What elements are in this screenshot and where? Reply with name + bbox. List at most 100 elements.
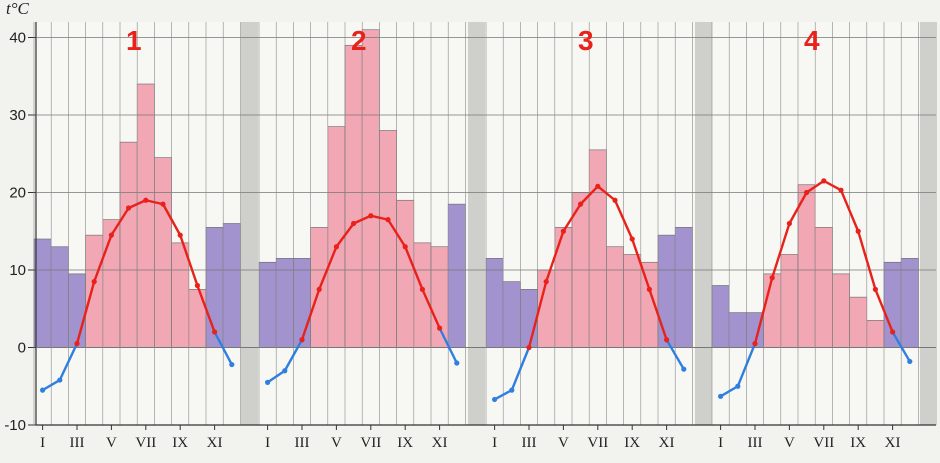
panel-1-temperature-segment bbox=[144, 199, 165, 206]
panel-3-temperature-segment bbox=[613, 199, 634, 241]
panel-4-month-label: XI bbox=[885, 435, 901, 451]
panel-2-bar-month-8 bbox=[379, 130, 397, 348]
panel-1-temperature-point bbox=[160, 201, 166, 207]
panel-2-temperature-point bbox=[265, 379, 271, 385]
panel-separator-3 bbox=[695, 22, 712, 425]
panel-2-month-label: XI bbox=[432, 435, 448, 451]
panel-2-temperature-point bbox=[282, 368, 288, 374]
panel-4-bar-month-6 bbox=[797, 184, 816, 348]
panel-3-bar-month-3 bbox=[520, 289, 538, 348]
panel-3-temperature-segment bbox=[510, 346, 531, 392]
panel-2-temperature-segment bbox=[266, 369, 286, 384]
panel-3-temperature-point bbox=[560, 228, 567, 234]
panel-2-temperature-segment bbox=[369, 214, 390, 221]
panel-2-bar-month-9 bbox=[396, 199, 415, 348]
panel-4-bar-month-2 bbox=[728, 312, 747, 348]
panel-2-bar-month-1 bbox=[258, 261, 277, 348]
panel-1-temperature-segment bbox=[92, 233, 113, 283]
panel-2-temperature-point bbox=[351, 220, 357, 227]
panel-3-temperature-point bbox=[509, 387, 515, 393]
panel-1-bar-month-6 bbox=[119, 141, 138, 348]
panel-4-temperature-segment bbox=[771, 222, 791, 279]
panel-1-bar-month-8 bbox=[154, 157, 172, 348]
panel-3-temperature-segment bbox=[631, 237, 651, 291]
y-tick-label: 40 bbox=[9, 30, 26, 47]
panel-4-temperature-segment bbox=[805, 179, 825, 194]
panel-1-temperature-segment bbox=[110, 206, 130, 237]
panel-1-temperature-segment bbox=[58, 342, 79, 382]
y-tick-label: 10 bbox=[9, 262, 26, 279]
panel-2-temperature-segment bbox=[300, 288, 321, 341]
panel-1-temperature-point bbox=[194, 282, 200, 289]
panel-2-temperature-point bbox=[385, 217, 391, 223]
panel-1-temperature-segment bbox=[161, 202, 182, 237]
panel-4-temperature-segment bbox=[822, 179, 843, 192]
panel-1-month-label: III bbox=[70, 435, 85, 451]
panel-1-temperature-point bbox=[212, 329, 218, 335]
panel-2-temperature-segment bbox=[404, 245, 424, 291]
panel-2-bar-month-11 bbox=[430, 246, 449, 348]
panel-1-temperature-segment bbox=[127, 199, 148, 210]
panel-4-temperature-point bbox=[821, 178, 827, 184]
panel-4-temperature-segment bbox=[719, 385, 739, 398]
panel-3-temperature-point bbox=[492, 396, 498, 403]
panel-1-bar-month-12 bbox=[222, 223, 241, 348]
panel-1-temperature-point bbox=[108, 232, 114, 238]
panel-4-temperature-point bbox=[838, 187, 844, 193]
panel-separator-1 bbox=[241, 22, 258, 425]
y-tick-label: -10 bbox=[4, 417, 26, 434]
panel-3-month-label: V bbox=[558, 435, 569, 451]
panel-4-temperature-point bbox=[752, 341, 758, 347]
panel-4-temperature-segment bbox=[788, 191, 808, 225]
panel-4-bar-month-7 bbox=[814, 227, 833, 348]
panel-3-temperature-point bbox=[578, 201, 584, 207]
panel-4-bar-month-8 bbox=[832, 273, 850, 348]
panel-4-temperature-segment bbox=[874, 288, 894, 334]
panel-4-temperature-point bbox=[890, 329, 896, 335]
panel-2-temperature-point bbox=[368, 213, 374, 219]
y-tick-label: 20 bbox=[9, 185, 26, 202]
panel-2-month-label: III bbox=[295, 435, 310, 451]
panel-4-bar-month-1 bbox=[711, 285, 730, 348]
panel-2-month-label: V bbox=[331, 435, 342, 451]
panel-number-1: 1 bbox=[126, 25, 142, 56]
panel-4-temperature-segment bbox=[839, 188, 860, 233]
panel-3-bar-month-7 bbox=[588, 149, 607, 348]
panel-3-temperature-segment bbox=[562, 202, 582, 233]
panel-3-temperature-segment bbox=[527, 280, 548, 349]
panel-number-2: 2 bbox=[351, 25, 367, 56]
panel-1-temperature-point bbox=[74, 341, 80, 347]
panel-1-temperature-segment bbox=[41, 378, 61, 392]
panel-4-temperature-point bbox=[907, 358, 913, 365]
panel-1-temperature-segment bbox=[196, 284, 216, 334]
panel-3-temperature-point bbox=[543, 279, 549, 285]
panel-2-temperature-point bbox=[316, 286, 322, 292]
panel-4-month-label: III bbox=[748, 435, 763, 451]
panel-1-month-label: XI bbox=[207, 435, 223, 451]
panel-3-bar-month-8 bbox=[606, 246, 624, 348]
panel-1-month-label: I bbox=[40, 435, 45, 451]
panel-1-month-label: V bbox=[106, 435, 117, 451]
panel-3-temperature-point bbox=[664, 337, 670, 343]
panel-1-month-label: IX bbox=[172, 435, 188, 451]
panel-1-month-label: VII bbox=[135, 435, 156, 451]
panel-2-month-label: I bbox=[265, 435, 270, 451]
panel-3-temperature-segment bbox=[648, 288, 668, 341]
panel-2-bar-month-3 bbox=[293, 258, 311, 348]
panel-1-bar-month-2 bbox=[50, 246, 69, 348]
panel-1-bar-month-10 bbox=[188, 289, 207, 348]
panel-3-month-label: III bbox=[522, 435, 537, 451]
panel-3-temperature-segment bbox=[579, 185, 599, 206]
panel-3-bar-month-1 bbox=[485, 258, 504, 348]
panel-4-bar-month-4 bbox=[763, 273, 782, 348]
panel-1-temperature-point bbox=[143, 197, 149, 203]
panel-4-bar-month-10 bbox=[866, 320, 885, 348]
panel-3-month-label: VII bbox=[587, 435, 608, 451]
panel-3-bar-month-9 bbox=[623, 254, 642, 348]
panel-4-temperature-segment bbox=[753, 276, 774, 345]
panel-3-month-label: IX bbox=[624, 435, 640, 451]
panel-1-temperature-point bbox=[57, 377, 63, 383]
panel-3-bar-month-12 bbox=[674, 227, 693, 348]
panel-1-bar-month-9 bbox=[171, 242, 190, 348]
